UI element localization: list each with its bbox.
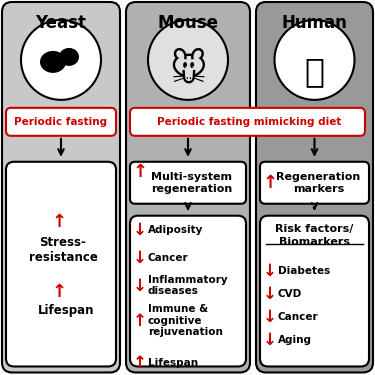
Text: ↑: ↑ bbox=[133, 354, 147, 372]
FancyBboxPatch shape bbox=[130, 162, 246, 204]
Text: Cancer: Cancer bbox=[148, 253, 189, 262]
FancyBboxPatch shape bbox=[256, 2, 373, 372]
Circle shape bbox=[21, 20, 101, 100]
Text: Multi-system
regeneration: Multi-system regeneration bbox=[152, 172, 232, 194]
FancyBboxPatch shape bbox=[130, 108, 365, 136]
Text: Adiposity: Adiposity bbox=[148, 225, 203, 235]
Circle shape bbox=[274, 20, 354, 100]
Text: Inflammatory
diseases: Inflammatory diseases bbox=[148, 275, 228, 296]
Text: Cancer: Cancer bbox=[278, 312, 319, 321]
Text: Diabetes: Diabetes bbox=[278, 266, 330, 276]
Text: Lifespan: Lifespan bbox=[148, 358, 198, 369]
Text: Immune &
cognitive
rejuvenation: Immune & cognitive rejuvenation bbox=[148, 304, 223, 337]
Text: ↓: ↓ bbox=[133, 277, 147, 295]
Text: ↑: ↑ bbox=[262, 174, 278, 192]
FancyBboxPatch shape bbox=[260, 162, 369, 204]
FancyBboxPatch shape bbox=[6, 108, 116, 136]
Text: Periodic fasting: Periodic fasting bbox=[14, 117, 108, 127]
FancyBboxPatch shape bbox=[6, 162, 116, 366]
Text: Periodic fasting mimicking diet: Periodic fasting mimicking diet bbox=[158, 117, 342, 127]
Text: CVD: CVD bbox=[278, 289, 302, 298]
Text: Lifespan: Lifespan bbox=[38, 304, 94, 316]
FancyBboxPatch shape bbox=[126, 2, 250, 372]
Text: 🐭: 🐭 bbox=[169, 52, 207, 88]
Text: ↓: ↓ bbox=[263, 262, 277, 280]
Text: ↓: ↓ bbox=[263, 308, 277, 326]
Ellipse shape bbox=[40, 51, 66, 73]
Text: 🧍: 🧍 bbox=[304, 56, 324, 88]
Text: ↑: ↑ bbox=[51, 213, 67, 231]
Circle shape bbox=[148, 20, 228, 100]
Text: ↓: ↓ bbox=[263, 285, 277, 303]
Text: Regeneration
markers: Regeneration markers bbox=[276, 172, 361, 194]
Ellipse shape bbox=[59, 48, 79, 66]
FancyBboxPatch shape bbox=[130, 216, 246, 366]
Text: Aging: Aging bbox=[278, 334, 312, 345]
Text: ↓: ↓ bbox=[133, 220, 147, 238]
FancyBboxPatch shape bbox=[260, 216, 369, 366]
Text: Stress-
resistance: Stress- resistance bbox=[28, 236, 98, 264]
Text: Human: Human bbox=[282, 14, 347, 32]
Text: Mouse: Mouse bbox=[158, 14, 219, 32]
Text: Yeast: Yeast bbox=[36, 14, 87, 32]
Text: ↑: ↑ bbox=[133, 312, 147, 330]
Text: ↓: ↓ bbox=[133, 249, 147, 267]
Text: Risk factors/
Biomarkers: Risk factors/ Biomarkers bbox=[275, 225, 354, 247]
FancyBboxPatch shape bbox=[2, 2, 120, 372]
Text: ↑: ↑ bbox=[132, 163, 147, 181]
Text: ↓: ↓ bbox=[263, 330, 277, 348]
Text: ↑: ↑ bbox=[51, 283, 67, 301]
